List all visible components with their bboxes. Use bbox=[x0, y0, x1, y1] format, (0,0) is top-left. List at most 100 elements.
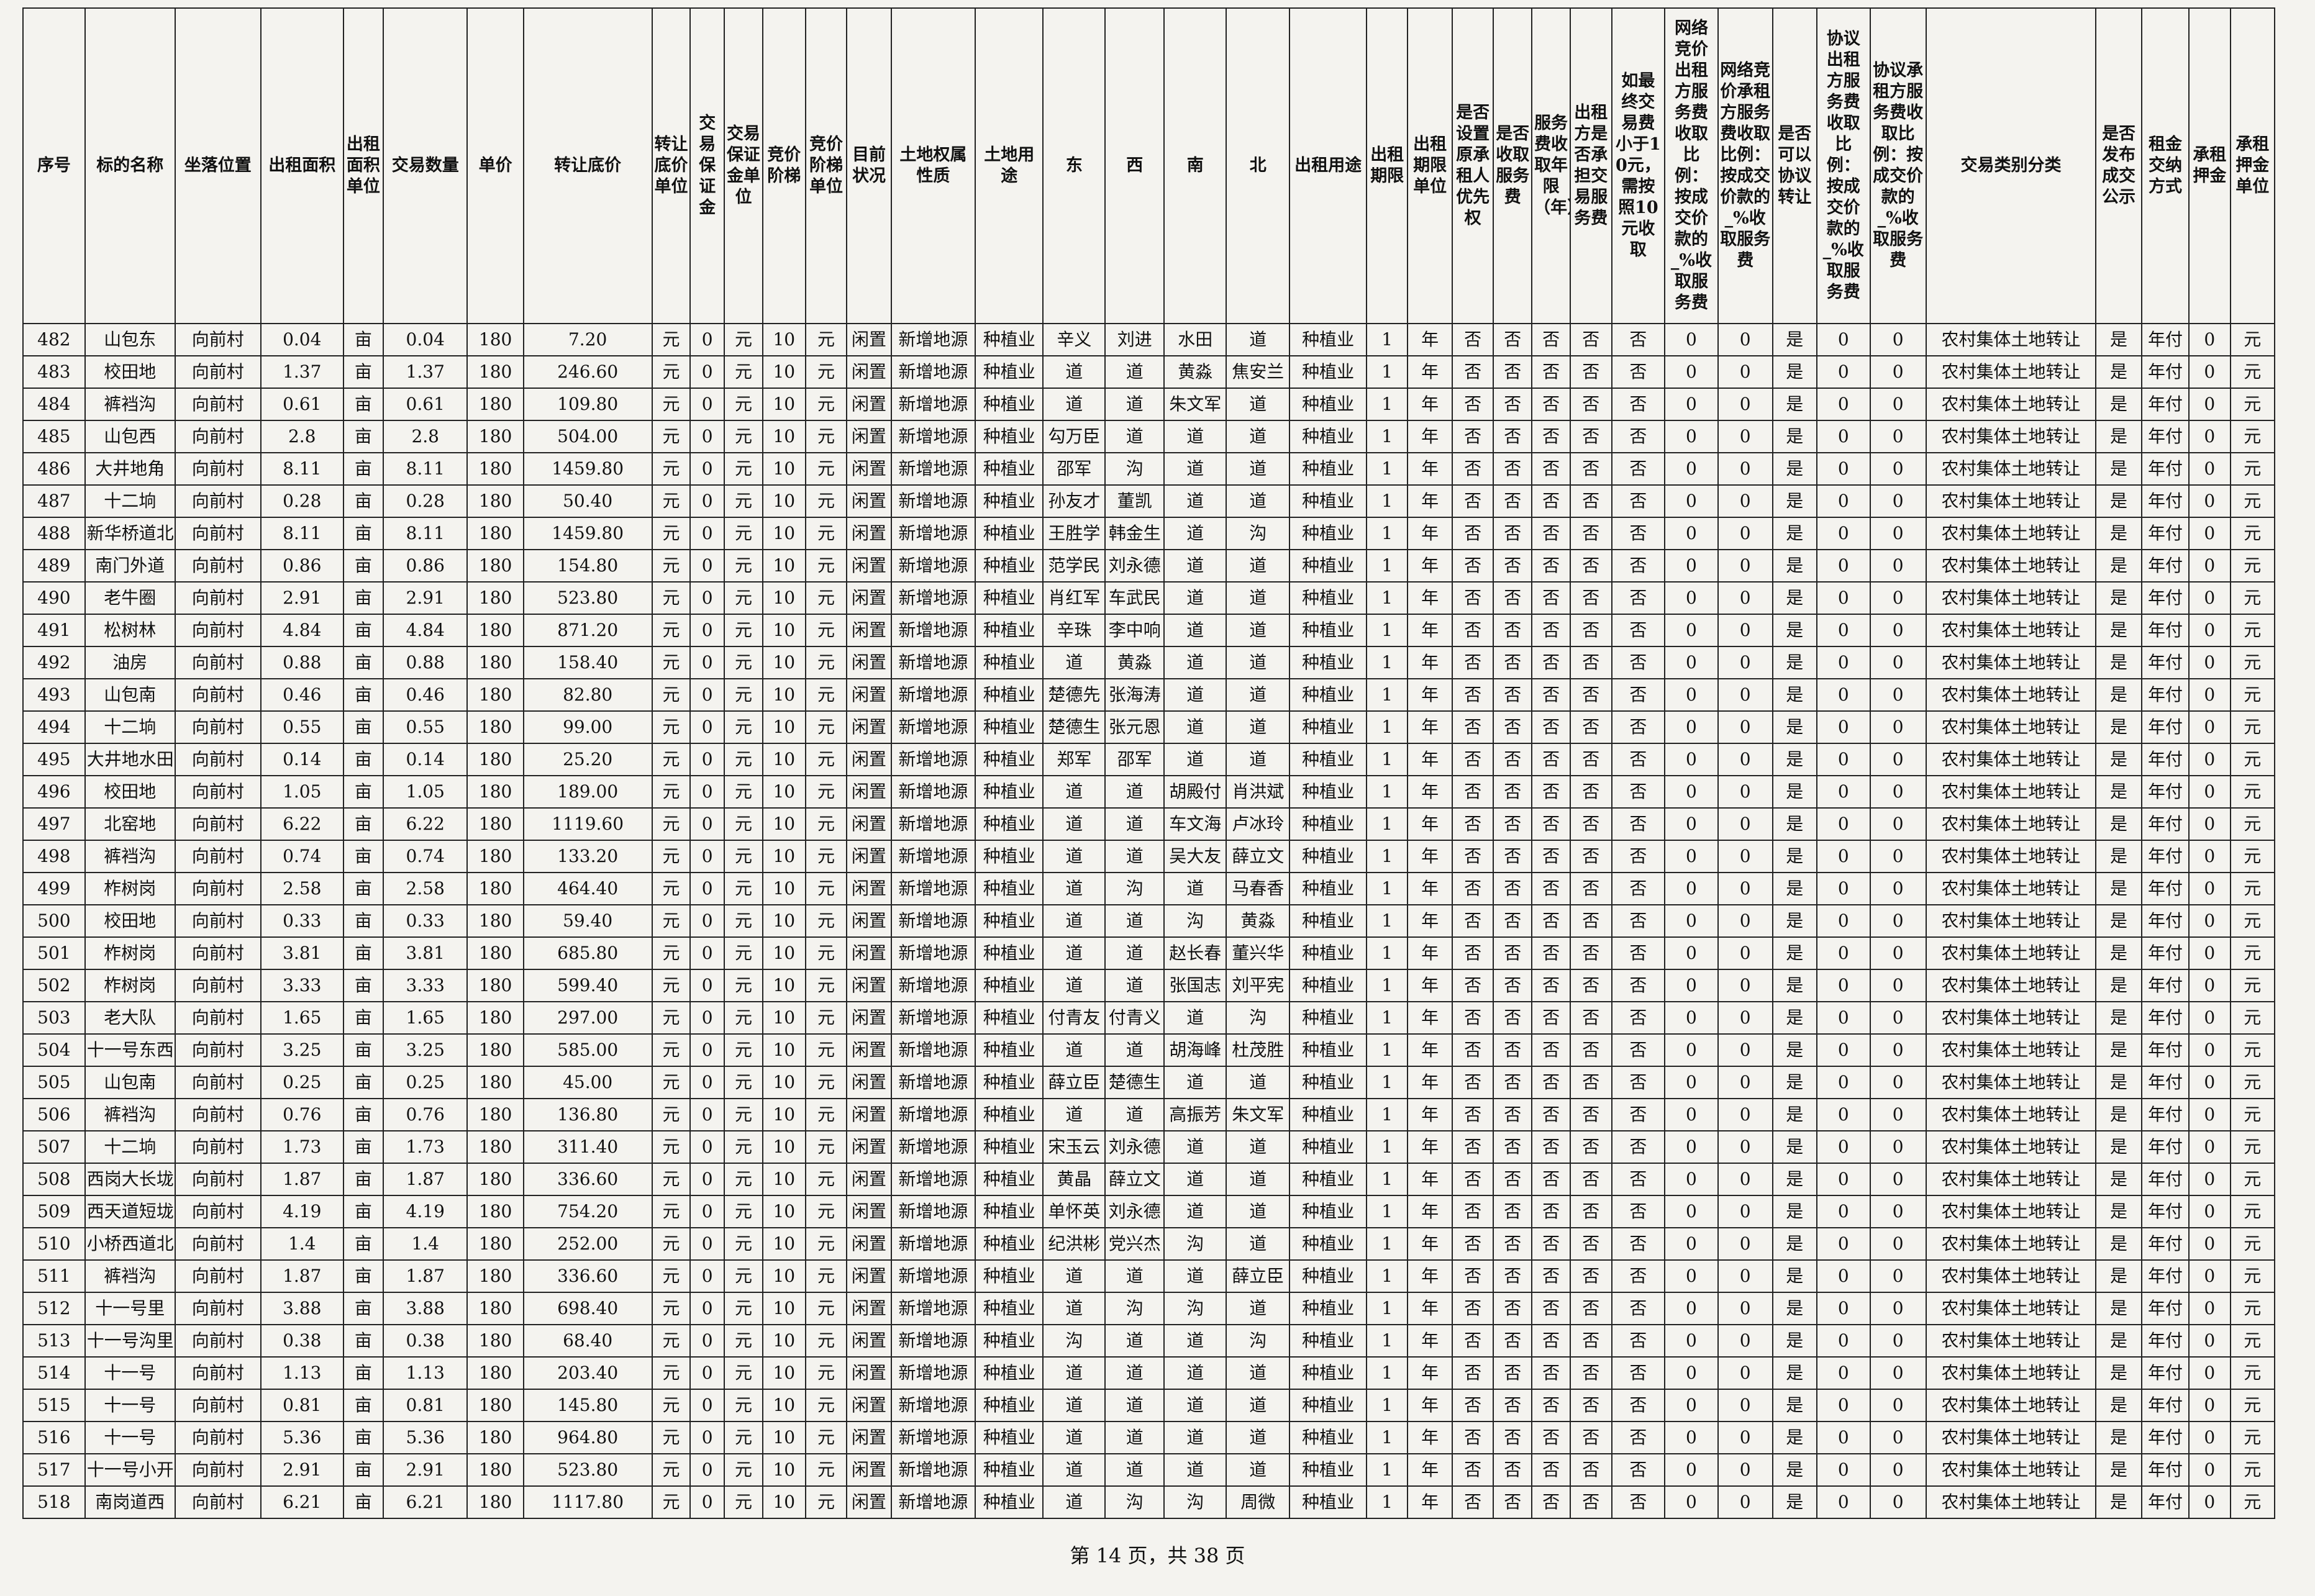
table-cell: 0 bbox=[1816, 355, 1871, 389]
table-row: 509 西天道短垅 向前村 4.19 亩 4.19 180 754.20 元 0 元 10 元闲置 新增地… bbox=[22, 1195, 2275, 1228]
table-cell: 年 bbox=[1407, 1130, 1453, 1164]
table-cell: 亩 bbox=[342, 420, 384, 453]
table-cell: 482 bbox=[22, 323, 86, 356]
table-cell: 种植业 bbox=[975, 452, 1044, 486]
table-cell: 否 bbox=[1569, 388, 1612, 421]
table-cell: 1.05 bbox=[260, 775, 344, 809]
table-cell: 闲置 bbox=[846, 904, 892, 938]
table-cell: 485 bbox=[22, 420, 86, 453]
table-cell: 180 bbox=[466, 452, 524, 486]
table-cell: 4.84 bbox=[260, 614, 344, 647]
table-cell: 501 bbox=[22, 936, 86, 970]
table-cell: 年付 bbox=[2140, 807, 2190, 841]
table-cell: 沟 bbox=[1104, 1292, 1165, 1325]
table-row: 484 裤裆沟 向前村 0.61 亩 0.61 180 109.80 元 0 元 10 元闲置 新增地源种… bbox=[22, 388, 2275, 421]
table-cell: 否 bbox=[1451, 678, 1494, 712]
table-cell: 闲置 bbox=[846, 1292, 892, 1325]
table-cell: 503 bbox=[22, 1001, 86, 1035]
table-cell: 元 bbox=[2229, 1421, 2275, 1454]
table-cell: 松树林 bbox=[84, 614, 176, 647]
table-cell: 0 bbox=[1869, 452, 1927, 486]
table-cell: 亩 bbox=[342, 840, 384, 873]
column-header: 出租用途 bbox=[1289, 7, 1367, 324]
column-header: 土地用途 bbox=[975, 7, 1044, 324]
table-cell: 否 bbox=[1493, 1227, 1533, 1261]
table-cell: 元 bbox=[724, 775, 763, 809]
table-cell: 向前村 bbox=[174, 1130, 262, 1164]
column-header: 西 bbox=[1104, 7, 1165, 324]
table-cell: 元 bbox=[2229, 388, 2275, 421]
table-cell: 新增地源 bbox=[890, 517, 976, 550]
table-cell: 元 bbox=[651, 1453, 691, 1487]
table-cell: 否 bbox=[1569, 743, 1612, 776]
table-cell: 180 bbox=[466, 840, 524, 873]
table-cell: 种植业 bbox=[975, 517, 1044, 550]
table-cell: 0 bbox=[689, 420, 725, 453]
table-cell: 0 bbox=[689, 388, 725, 421]
table-cell: 是 bbox=[2095, 1259, 2142, 1293]
table-cell: 农村集体土地转让 bbox=[1925, 549, 2097, 583]
table-cell: 年 bbox=[1407, 646, 1453, 679]
table-cell: 道 bbox=[1042, 936, 1106, 970]
table-cell: 0.55 bbox=[260, 710, 344, 744]
table-cell: 0 bbox=[1717, 1356, 1773, 1390]
table-cell: 否 bbox=[1569, 1098, 1612, 1131]
table-cell: 0.14 bbox=[260, 743, 344, 776]
table-cell: 0 bbox=[1664, 710, 1719, 744]
table-cell: 刘永德 bbox=[1104, 549, 1165, 583]
table-cell: 闲置 bbox=[846, 323, 892, 356]
table-cell: 元 bbox=[724, 872, 763, 905]
table-cell: 向前村 bbox=[174, 355, 262, 389]
table-cell: 10 bbox=[762, 452, 806, 486]
table-cell: 489 bbox=[22, 549, 86, 583]
table-cell: 是 bbox=[1771, 484, 1817, 518]
table-cell: 否 bbox=[1611, 452, 1666, 486]
table-cell: 胡殿付 bbox=[1163, 775, 1227, 809]
table-cell: 180 bbox=[466, 969, 524, 1002]
table-cell: 道 bbox=[1163, 517, 1227, 550]
table-cell: 向前村 bbox=[174, 1227, 262, 1261]
table-cell: 否 bbox=[1493, 872, 1533, 905]
table-cell: 否 bbox=[1611, 1453, 1666, 1487]
table-cell: 黄淼 bbox=[1163, 355, 1227, 389]
table-cell: 杜茂胜 bbox=[1226, 1033, 1291, 1067]
table-cell: 0 bbox=[1816, 646, 1871, 679]
table-cell: 0 bbox=[689, 1356, 725, 1390]
table-cell: 元 bbox=[651, 517, 691, 550]
table-cell: 336.60 bbox=[522, 1259, 653, 1293]
table-cell: 种植业 bbox=[1289, 420, 1367, 453]
table-cell: 农村集体土地转让 bbox=[1925, 904, 2097, 938]
table-cell: 刘永德 bbox=[1104, 1195, 1165, 1228]
table-cell: 种植业 bbox=[1289, 1001, 1367, 1035]
table-cell: 种植业 bbox=[1289, 1033, 1367, 1067]
table-cell: 年 bbox=[1407, 1163, 1453, 1196]
table-cell: 否 bbox=[1531, 1163, 1571, 1196]
table-cell: 0 bbox=[1717, 581, 1773, 615]
table-cell: 道 bbox=[1163, 484, 1227, 518]
table-cell: 元 bbox=[651, 1485, 691, 1519]
table-cell: 向前村 bbox=[174, 710, 262, 744]
table-cell: 闲置 bbox=[846, 549, 892, 583]
table-cell: 否 bbox=[1493, 1485, 1533, 1519]
table-cell: 楚德生 bbox=[1042, 710, 1106, 744]
table-cell: 0 bbox=[689, 1227, 725, 1261]
table-row: 515 十一号 向前村 0.81 亩 0.81 180 145.80 元 0 元 10 元闲置 新增地源种… bbox=[22, 1389, 2275, 1422]
table-cell: 道 bbox=[1042, 1098, 1106, 1131]
table-cell: 新增地源 bbox=[890, 678, 976, 712]
table-row: 511 裤裆沟 向前村 1.87 亩 1.87 180 336.60 元 0 元 10 元闲置 新增地源种… bbox=[22, 1259, 2275, 1293]
table-cell: 0 bbox=[1869, 1163, 1927, 1196]
table-cell: 亩 bbox=[342, 1130, 384, 1164]
table-cell: 元 bbox=[2229, 1001, 2275, 1035]
table-cell: 0 bbox=[689, 355, 725, 389]
table-cell: 种植业 bbox=[1289, 452, 1367, 486]
table-cell: 闲置 bbox=[846, 420, 892, 453]
table-cell: 否 bbox=[1493, 678, 1533, 712]
table-cell: 0 bbox=[2188, 1324, 2231, 1358]
table-cell: 种植业 bbox=[975, 1259, 1044, 1293]
table-cell: 道 bbox=[1042, 1292, 1106, 1325]
table-cell: 否 bbox=[1569, 807, 1612, 841]
table-cell: 0 bbox=[1664, 646, 1719, 679]
table-row: 491 松树林 向前村 4.84 亩 4.84 180 871.20 元 0 元 10 元闲置 新增地源种… bbox=[22, 614, 2275, 647]
table-cell: 新增地源 bbox=[890, 1066, 976, 1099]
table-cell: 种植业 bbox=[975, 710, 1044, 744]
